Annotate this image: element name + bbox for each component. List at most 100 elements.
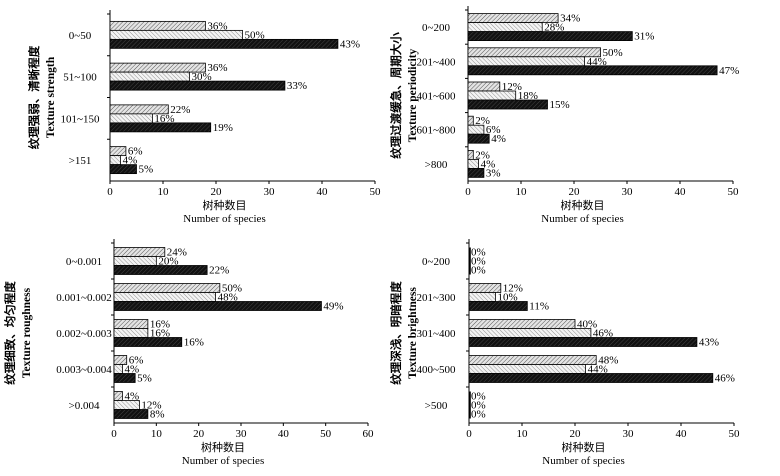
x-tick-label: 0 bbox=[465, 186, 471, 198]
bar bbox=[109, 122, 212, 133]
x-tick-label: 0 bbox=[466, 428, 472, 440]
data-label: 44% bbox=[587, 56, 607, 68]
x-tick-label: 40 bbox=[317, 186, 329, 198]
bar bbox=[467, 133, 490, 144]
data-label: 0% bbox=[471, 400, 486, 412]
data-label: 24% bbox=[167, 247, 187, 259]
bar bbox=[467, 90, 517, 101]
data-label: 33% bbox=[287, 80, 307, 92]
data-label: 46% bbox=[715, 373, 735, 385]
bar bbox=[468, 328, 592, 338]
bar bbox=[467, 124, 485, 135]
data-label: 18% bbox=[518, 90, 538, 102]
data-label: 46% bbox=[593, 328, 613, 340]
data-label: 31% bbox=[634, 31, 654, 43]
x-axis-title-zh: 树种数目 bbox=[562, 440, 606, 454]
data-label: 6% bbox=[129, 355, 144, 367]
bar bbox=[113, 256, 157, 266]
data-label: 20% bbox=[158, 256, 178, 268]
data-label: 2% bbox=[475, 149, 490, 161]
bar bbox=[113, 247, 166, 257]
data-label: 4% bbox=[124, 364, 139, 376]
category-label: >151 bbox=[69, 155, 92, 167]
x-tick-label: 0 bbox=[111, 428, 117, 440]
bar bbox=[113, 409, 149, 419]
chart-texture-periodicity: 0 10 20 30 40 50 0~200 34%28% 31% 201~400 50%44% 47… bbox=[389, 6, 739, 225]
x-axis-title-en: Number of species bbox=[542, 455, 624, 467]
y-axis-title-zh: 纹理过渡缓急、周期大小 bbox=[389, 32, 403, 159]
data-label: 4% bbox=[124, 391, 139, 403]
bar bbox=[113, 328, 149, 338]
x-axis-title-zh: 树种数目 bbox=[561, 198, 605, 212]
data-label: 22% bbox=[209, 265, 229, 277]
bar bbox=[468, 355, 597, 365]
bar bbox=[468, 283, 502, 293]
bar bbox=[468, 319, 576, 329]
bar bbox=[468, 337, 698, 347]
bar bbox=[468, 373, 714, 383]
x-tick-label: 30 bbox=[623, 428, 635, 440]
y-axis-title-zh: 纹理细致、均匀程度 bbox=[3, 281, 17, 385]
x-axis-title-en: Number of species bbox=[541, 213, 623, 225]
x-tick-label: 10 bbox=[158, 186, 170, 198]
category-label: 0~200 bbox=[422, 22, 450, 34]
data-label: 10% bbox=[498, 292, 518, 304]
category-label: 101~150 bbox=[61, 113, 100, 125]
data-label: 40% bbox=[577, 319, 597, 331]
x-tick-label: 10 bbox=[516, 186, 528, 198]
x-tick-label: 40 bbox=[278, 428, 290, 440]
x-tick-label: 30 bbox=[236, 428, 248, 440]
data-label: 22% bbox=[170, 104, 190, 116]
bar bbox=[467, 56, 585, 67]
data-label: 50% bbox=[222, 283, 242, 295]
data-label: 12% bbox=[503, 283, 523, 295]
x-tick-label: 20 bbox=[570, 428, 582, 440]
bar bbox=[467, 65, 718, 76]
data-label: 11% bbox=[529, 301, 549, 313]
bar bbox=[113, 373, 136, 383]
data-label: 4% bbox=[123, 155, 138, 167]
data-label: 0% bbox=[471, 391, 486, 403]
category-label: 0~0.001 bbox=[66, 256, 102, 268]
x-axis-title-zh: 树种数目 bbox=[203, 198, 247, 212]
y-axis-title-en: Texture brightness bbox=[407, 287, 419, 379]
x-tick-label: 20 bbox=[569, 186, 581, 198]
x-tick-label: 30 bbox=[264, 186, 276, 198]
x-tick-label: 50 bbox=[729, 428, 741, 440]
bar bbox=[113, 283, 221, 293]
x-axis-title-en: Number of species bbox=[182, 455, 264, 467]
chart-texture-brightness: 0 10 20 30 40 500~2000%0%0%201~30012%10%11%30… bbox=[389, 239, 740, 467]
data-label: 43% bbox=[340, 38, 360, 50]
bar bbox=[468, 292, 496, 302]
bar bbox=[467, 158, 480, 169]
bar bbox=[109, 38, 339, 49]
bar bbox=[113, 265, 208, 275]
category-label: 301~400 bbox=[417, 328, 456, 340]
data-label: 19% bbox=[213, 122, 233, 134]
data-label: 5% bbox=[139, 164, 154, 176]
category-label: 401~600 bbox=[417, 91, 456, 103]
x-tick-label: 40 bbox=[676, 428, 688, 440]
x-tick-label: 60 bbox=[363, 428, 375, 440]
x-tick-label: 40 bbox=[675, 186, 687, 198]
bar bbox=[113, 292, 216, 302]
category-label: 201~400 bbox=[417, 56, 456, 68]
bar bbox=[109, 164, 137, 175]
bar bbox=[109, 20, 206, 31]
bar bbox=[113, 400, 140, 410]
data-label: 4% bbox=[491, 133, 506, 145]
bar bbox=[468, 364, 586, 374]
bar bbox=[109, 155, 121, 166]
data-label: 4% bbox=[481, 158, 496, 170]
x-tick-label: 30 bbox=[622, 186, 634, 198]
data-label: 5% bbox=[137, 373, 152, 385]
data-label: 16% bbox=[154, 113, 174, 125]
bar bbox=[109, 113, 153, 124]
data-label: 3% bbox=[486, 167, 501, 179]
bar bbox=[467, 99, 548, 110]
bar bbox=[109, 71, 190, 82]
category-label: 51~100 bbox=[63, 72, 97, 84]
category-label: >500 bbox=[425, 400, 448, 412]
category-label: 0~50 bbox=[69, 30, 92, 42]
data-label: 36% bbox=[207, 62, 227, 74]
